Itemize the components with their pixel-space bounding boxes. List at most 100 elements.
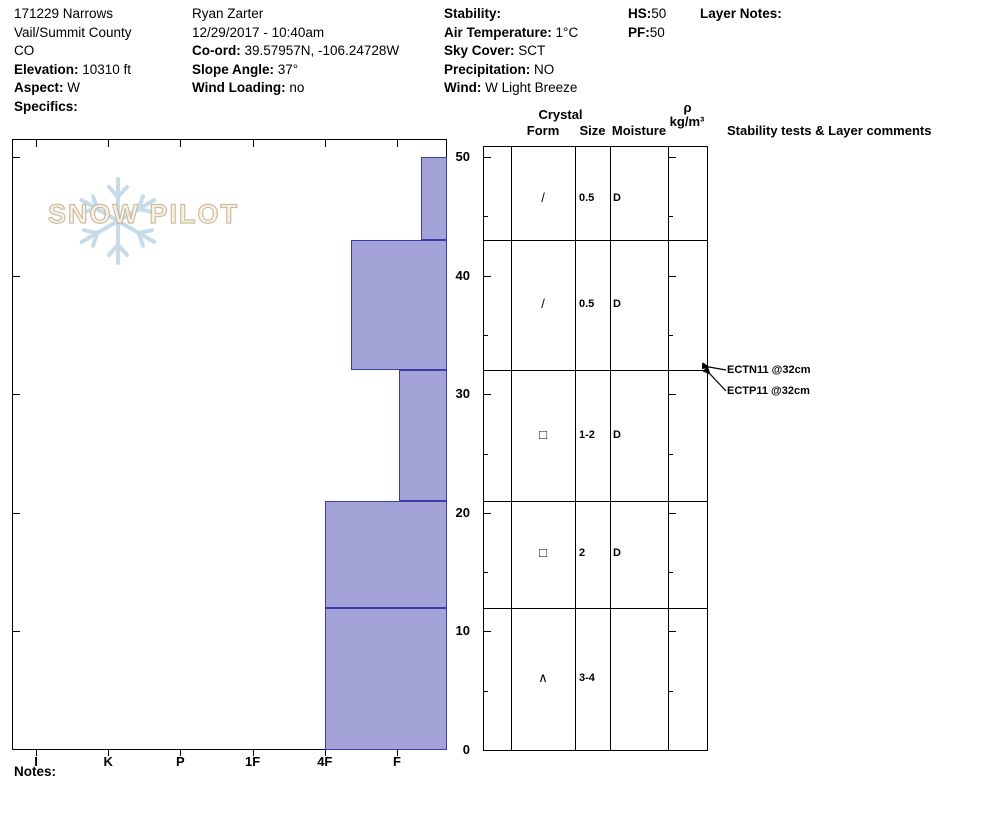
depth-tick-chart	[13, 512, 20, 514]
density-depth-tick	[669, 453, 673, 455]
depth-axis-label: 40	[455, 267, 470, 283]
layer-boundary-line	[483, 370, 708, 372]
hardness-axis-label: P	[176, 754, 185, 769]
depth-tick-chart	[13, 394, 20, 396]
table-grid-vline	[483, 146, 484, 750]
layer-boundary-line	[483, 240, 708, 242]
layer-moisture: D	[613, 547, 621, 560]
notes-label: Notes:	[14, 764, 57, 779]
header-column-snow-height: HS:50 PF:50	[628, 5, 666, 42]
depth-tick-chart	[13, 157, 20, 158]
header-column-observer: Ryan Zarter 12/29/2017 - 10:40am Co-ord: 3…	[192, 5, 399, 98]
layer-bar	[420, 157, 447, 241]
density-depth-tick	[669, 275, 676, 277]
header-field: HS:50	[628, 6, 667, 21]
table-grid-vline	[707, 146, 708, 750]
density-depth-tick	[669, 157, 676, 158]
hardness-tick-bottom	[397, 750, 398, 756]
snowflake-icon	[75, 177, 161, 265]
header-field: Air Temperature: 1°C	[444, 24, 579, 40]
header-field: 171229 Narrows	[14, 6, 114, 21]
hardness-tick-bottom	[252, 750, 254, 756]
snowpilot-logo-text: SNOW PILOT	[47, 198, 239, 229]
layer-moisture: D	[613, 428, 621, 441]
stability-test-arrows	[702, 362, 727, 392]
table-grid-vline	[610, 146, 611, 750]
layer-form-symbol: □	[539, 426, 547, 442]
stability-test-label: ECTP11 @32cm	[727, 385, 810, 397]
hardness-tick-top	[397, 140, 398, 147]
hardness-tick-bottom	[36, 750, 37, 756]
layer-bar	[399, 370, 447, 501]
layer-form-symbol: □	[539, 545, 547, 561]
hardness-tick-bottom	[180, 750, 182, 756]
header-column-location: 171229 Narrows Vail/Summit County CO Elevat…	[14, 5, 132, 117]
hardness-tick-top	[36, 140, 37, 147]
hardness-axis-label: 4F	[317, 754, 333, 769]
density-depth-tick	[669, 512, 676, 514]
header-field: Wind: W Light Breeze	[444, 80, 578, 96]
table-grid-hline	[483, 146, 708, 147]
density-depth-tick	[669, 572, 673, 574]
stability-test-label: ECTN11 @32cm	[727, 364, 811, 376]
layer-bar	[325, 607, 447, 750]
hardness-tick-top	[252, 140, 254, 147]
table-depth-tick	[484, 572, 488, 574]
header-field: Wind Loading: no	[192, 80, 305, 96]
table-depth-tick	[484, 453, 488, 455]
layer-grain-size: 2	[579, 547, 586, 560]
col-header-crystal: Crystal	[538, 107, 583, 122]
depth-tick-chart	[13, 275, 20, 277]
layer-bar	[325, 500, 447, 608]
layer-grain-size: 1-2	[579, 428, 595, 441]
layer-grain-size: 0.5	[579, 298, 595, 311]
table-depth-tick	[484, 690, 488, 692]
layer-moisture: D	[613, 298, 621, 311]
layer-grain-size: 3-4	[579, 671, 595, 684]
hardness-axis-label: 1F	[245, 754, 261, 769]
hardness-axis-label: K	[103, 754, 113, 769]
header-field: Slope Angle: 37°	[192, 61, 299, 77]
header-field: Aspect: W	[14, 80, 81, 96]
hardness-axis-label: F	[393, 754, 401, 769]
header-field: Sky Cover: SCT	[444, 43, 546, 59]
depth-axis-label: 10	[455, 623, 470, 639]
header-field: PF:50	[628, 24, 665, 40]
col-header-form: Form	[526, 123, 560, 138]
depth-axis-label: 30	[455, 386, 470, 402]
table-depth-tick	[484, 334, 488, 336]
table-grid-vline	[575, 146, 576, 750]
hardness-tick-bottom	[108, 750, 110, 756]
header-field: Stability:	[444, 6, 502, 21]
hardness-tick-top	[324, 140, 326, 147]
table-depth-tick	[484, 394, 491, 396]
table-depth-tick	[484, 157, 491, 158]
depth-axis-label: 0	[462, 742, 470, 757]
layer-bar	[351, 240, 447, 371]
layer-form-symbol: /	[541, 296, 545, 312]
header-field: 12/29/2017 - 10:40am	[192, 24, 325, 40]
table-depth-tick	[484, 631, 491, 633]
depth-tick-chart	[13, 631, 20, 633]
header-field: CO	[14, 43, 35, 59]
header-field: Vail/Summit County	[14, 24, 132, 40]
hardness-axis-label: I	[34, 754, 38, 769]
density-depth-tick	[669, 631, 676, 633]
layer-boundary-line	[483, 500, 708, 502]
density-depth-tick	[669, 334, 673, 336]
header-field: Co-ord: 39.57957N, -106.24728W	[192, 43, 400, 59]
layer-form-symbol: ∧	[538, 669, 548, 685]
hardness-tick-top	[108, 140, 110, 147]
header-field: Ryan Zarter	[192, 6, 264, 21]
col-header-density-unit: kg/m³	[669, 114, 705, 129]
col-header-density-symbol: ρ	[683, 100, 692, 115]
density-depth-tick	[669, 394, 676, 396]
table-depth-tick	[484, 275, 491, 277]
depth-axis-label: 20	[455, 504, 470, 520]
density-depth-tick	[669, 216, 673, 218]
col-header-comments: Stability tests & Layer comments	[727, 123, 932, 138]
hardness-tick-top	[180, 140, 182, 147]
header-field: Specifics:	[14, 98, 78, 114]
